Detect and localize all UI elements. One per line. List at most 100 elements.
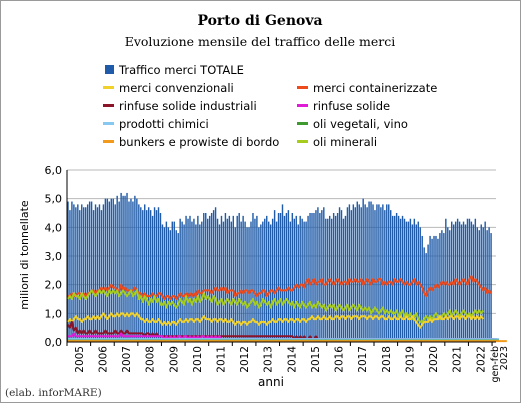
bar-total bbox=[264, 218, 266, 342]
bar-total bbox=[181, 221, 183, 342]
legend-label: oli minerali bbox=[313, 135, 377, 149]
x-tick-label: 2014 bbox=[286, 346, 298, 373]
bar-total bbox=[248, 227, 250, 342]
bar-total bbox=[96, 207, 99, 342]
bar-total bbox=[435, 235, 437, 342]
bar-total bbox=[366, 207, 368, 342]
x-tick-label: 2005 bbox=[74, 346, 86, 373]
bar-total bbox=[132, 201, 134, 342]
bar-total bbox=[338, 207, 341, 342]
bar-total bbox=[350, 210, 353, 342]
y-tick-label: 3,0 bbox=[45, 250, 63, 263]
bar-total bbox=[122, 195, 124, 342]
x-tick-label: 2006 bbox=[97, 346, 109, 373]
bar-total bbox=[490, 233, 492, 342]
legend-label: merci convenzionali bbox=[119, 81, 234, 95]
y-axis-label: milioni di tonnellate bbox=[18, 200, 31, 310]
bar-total bbox=[466, 218, 469, 342]
x-tick-label: 2012 bbox=[239, 346, 251, 373]
legend-label: rinfuse solide industriali bbox=[119, 99, 257, 113]
legend-item: Traffico merci TOTALE bbox=[105, 63, 244, 77]
bar-total bbox=[134, 195, 136, 342]
bar-total bbox=[79, 210, 81, 342]
bar-total bbox=[222, 221, 225, 342]
bar-total bbox=[342, 218, 345, 342]
x-tick-label: 2017 bbox=[357, 346, 369, 373]
bar-total bbox=[71, 201, 73, 342]
bar-total bbox=[303, 221, 305, 342]
bar-total bbox=[210, 213, 213, 342]
x-tick-labels: 2005 2006 2007 2008 2009 2010 2011 2012 2013 2014… bbox=[74, 346, 510, 383]
bar-total bbox=[75, 207, 77, 342]
bar-total bbox=[240, 221, 242, 342]
bar-total bbox=[187, 218, 189, 342]
bar-total bbox=[254, 218, 256, 342]
bar-total bbox=[73, 204, 75, 342]
bar-total bbox=[136, 198, 138, 342]
legend-label: bunkers e prowiste di bordo bbox=[119, 135, 279, 149]
bar-total bbox=[346, 207, 349, 342]
legend-label: oli vegetali, vino bbox=[313, 117, 408, 131]
x-tick-label-last: gen-feb bbox=[490, 346, 501, 383]
bar-total bbox=[216, 218, 219, 342]
bar-total bbox=[128, 201, 130, 342]
bar-total bbox=[218, 224, 221, 342]
y-tick-label: 4,0 bbox=[45, 221, 63, 234]
bar-total bbox=[380, 207, 382, 342]
bar-total bbox=[104, 198, 107, 342]
bar-total bbox=[441, 230, 443, 342]
bar-total bbox=[126, 192, 128, 342]
bar-total bbox=[470, 221, 473, 342]
bar-total bbox=[207, 218, 209, 342]
bar-total bbox=[177, 233, 179, 342]
bar-total bbox=[287, 210, 290, 342]
bar-total bbox=[317, 207, 319, 342]
bar-total bbox=[98, 204, 101, 342]
bar-total bbox=[88, 201, 91, 342]
bar-total bbox=[124, 195, 126, 342]
bar-total bbox=[364, 204, 366, 342]
x-tick-label: 2015 bbox=[310, 346, 322, 373]
bar-total bbox=[153, 207, 156, 342]
bar-total bbox=[262, 221, 264, 342]
bar-total bbox=[358, 204, 360, 342]
bar-total bbox=[482, 227, 484, 342]
bar-total bbox=[165, 221, 168, 342]
bar-total bbox=[161, 224, 164, 342]
bar-total bbox=[147, 207, 150, 342]
series-line bbox=[67, 289, 485, 323]
bar-total bbox=[191, 221, 193, 342]
bar-total bbox=[114, 204, 116, 342]
bar-total bbox=[401, 215, 404, 342]
bar-total bbox=[197, 215, 199, 342]
bar-total bbox=[289, 221, 292, 342]
y-tick-label: 0,0 bbox=[45, 336, 63, 349]
x-axis-label: anni bbox=[258, 375, 284, 389]
bar-total bbox=[445, 218, 447, 342]
bar-total bbox=[309, 213, 311, 342]
legend-item: merci containerizzate bbox=[297, 81, 437, 95]
y-tick-label: 6,0 bbox=[45, 164, 63, 177]
bar-total bbox=[360, 207, 362, 342]
bar-total bbox=[293, 218, 295, 342]
bar-total bbox=[77, 204, 79, 342]
x-tick-label: 2016 bbox=[334, 346, 346, 373]
bar-total bbox=[138, 204, 140, 342]
bar-total bbox=[102, 204, 105, 342]
bar-total bbox=[246, 227, 248, 342]
bar-total bbox=[403, 218, 406, 342]
y-tick-label: 1,0 bbox=[45, 307, 63, 320]
bar-total bbox=[462, 221, 465, 342]
bar-total bbox=[321, 210, 323, 342]
bar-total bbox=[171, 221, 173, 342]
x-tick-label: 2013 bbox=[263, 346, 275, 373]
x-tick-label: 2009 bbox=[168, 346, 180, 373]
bar-total bbox=[299, 215, 301, 342]
bar-total bbox=[395, 213, 398, 342]
x-tick-label: 2018 bbox=[381, 346, 393, 373]
bar-total bbox=[199, 224, 201, 342]
bar-total bbox=[275, 221, 278, 342]
bar-total bbox=[224, 213, 227, 342]
bar-total bbox=[311, 213, 313, 342]
